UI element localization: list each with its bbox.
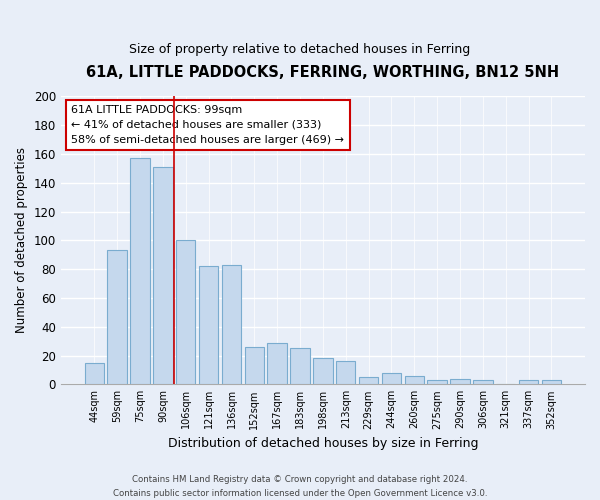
Bar [359, 377, 379, 384]
Text: Contains HM Land Registry data © Crown copyright and database right 2024.
Contai: Contains HM Land Registry data © Crown c… [113, 476, 487, 498]
Bar [176, 240, 196, 384]
Bar [313, 358, 332, 384]
Text: 61A LITTLE PADDOCKS: 99sqm
← 41% of detached houses are smaller (333)
58% of sem: 61A LITTLE PADDOCKS: 99sqm ← 41% of deta… [71, 105, 344, 144]
Bar [473, 380, 493, 384]
Bar [199, 266, 218, 384]
Bar [542, 380, 561, 384]
Y-axis label: Number of detached properties: Number of detached properties [15, 148, 28, 334]
X-axis label: Distribution of detached houses by size in Ferring: Distribution of detached houses by size … [167, 437, 478, 450]
Bar [130, 158, 150, 384]
Bar [451, 378, 470, 384]
Bar [404, 376, 424, 384]
Title: 61A, LITTLE PADDOCKS, FERRING, WORTHING, BN12 5NH: 61A, LITTLE PADDOCKS, FERRING, WORTHING,… [86, 65, 559, 80]
Bar [519, 380, 538, 384]
Bar [85, 362, 104, 384]
Bar [153, 167, 173, 384]
Bar [427, 380, 447, 384]
Bar [290, 348, 310, 384]
Text: Size of property relative to detached houses in Ferring: Size of property relative to detached ho… [130, 42, 470, 56]
Bar [268, 342, 287, 384]
Bar [336, 362, 355, 384]
Bar [222, 265, 241, 384]
Bar [382, 373, 401, 384]
Bar [107, 250, 127, 384]
Bar [245, 347, 264, 385]
